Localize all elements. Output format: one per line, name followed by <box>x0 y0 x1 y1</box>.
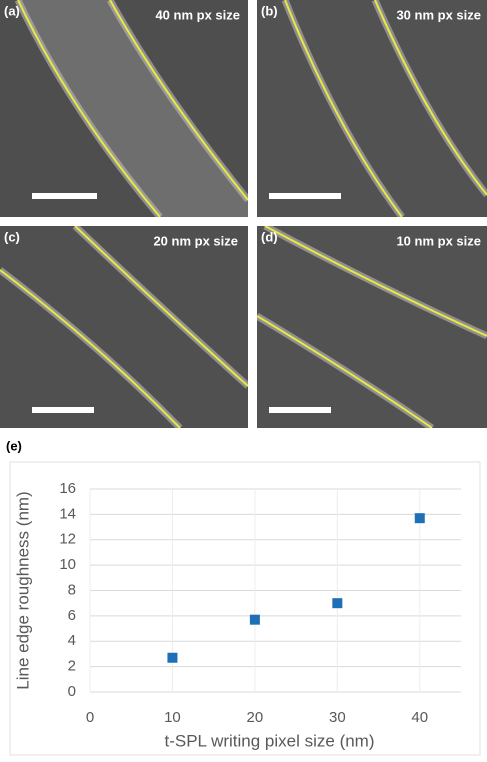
panel-label: (b) <box>261 3 278 18</box>
y-tick-label: 16 <box>59 480 76 497</box>
x-tick-label: 30 <box>329 709 346 726</box>
panel-label: (e) <box>6 438 22 453</box>
panel-caption: 30 nm px size <box>396 7 481 22</box>
x-tick-label: 10 <box>164 709 181 726</box>
chart-frame <box>10 462 480 755</box>
y-tick-label: 12 <box>59 531 76 548</box>
panel-caption: 10 nm px size <box>396 233 481 248</box>
sem-image: (d) 10 nm px size <box>257 226 487 428</box>
y-tick-label: 6 <box>68 607 76 624</box>
sem-image: (c) 20 nm px size <box>0 226 248 428</box>
panel-label: (d) <box>261 229 278 244</box>
y-tick-label: 8 <box>68 581 76 598</box>
figure: (a) 40 nm px size (b) 30 nm px size (c) … <box>0 0 487 757</box>
y-tick-label: 14 <box>59 505 76 522</box>
marker <box>167 653 177 663</box>
panel-caption: 40 nm px size <box>155 7 240 22</box>
y-tick-label: 2 <box>68 658 76 675</box>
y-tick-label: 0 <box>68 683 76 700</box>
y-tick-label: 10 <box>59 556 76 573</box>
x-axis-title: t-SPL writing pixel size (nm) <box>164 731 374 750</box>
x-tick-label: 40 <box>411 709 428 726</box>
sem-image: (a) 40 nm px size <box>0 0 248 217</box>
panel-label: (c) <box>4 229 20 244</box>
marker <box>415 513 425 523</box>
x-tick-label: 0 <box>86 709 94 726</box>
panel-caption: 20 nm px size <box>153 233 238 248</box>
chart: 0 2 4 6 8 10 12 14 16 0 10 20 30 40 t-SPL writing pixe… <box>13 480 461 751</box>
marker <box>250 615 260 625</box>
sem-image: (b) 30 nm px size <box>257 0 487 217</box>
x-tick-label: 20 <box>247 709 264 726</box>
panel-label: (a) <box>4 3 20 18</box>
y-tick-label: 4 <box>68 632 76 649</box>
marker <box>332 598 342 608</box>
y-axis-title: Line edge roughness (nm) <box>13 491 32 689</box>
